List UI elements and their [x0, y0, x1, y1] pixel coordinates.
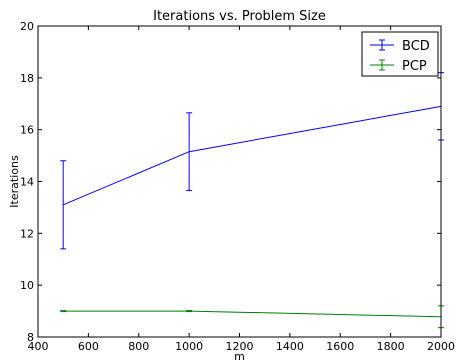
ticks: 400 600 800 1000 1200 1400 1600 1800 2000 8 10 12 14…: [20, 20, 455, 353]
y-tick-label: 12: [20, 227, 34, 240]
error-bar: [186, 112, 193, 192]
x-tick-label: 1800: [377, 340, 405, 353]
series-pcp: [60, 305, 444, 329]
y-axis-label: Iterations: [8, 155, 21, 208]
x-tick-label: 1400: [276, 340, 304, 353]
series-line-pcp: [63, 310, 442, 318]
y-tick-label: 14: [20, 176, 34, 189]
legend-box: [361, 31, 439, 77]
x-tick-label: 1000: [175, 340, 203, 353]
error-bar: [60, 310, 67, 313]
x-tick-label: 600: [78, 340, 99, 353]
plot-area: [60, 72, 444, 329]
x-axis-label: m: [234, 350, 245, 362]
y-tick-label: 8: [27, 331, 34, 344]
y-tick-label: 10: [20, 279, 34, 292]
y-tick-label: 20: [20, 20, 34, 33]
legend: BCD PCP: [361, 31, 439, 77]
chart-title: Iterations vs. Problem Size: [153, 9, 326, 24]
series-bcd: [60, 72, 444, 250]
y-tick-label: 16: [20, 124, 34, 137]
legend-item-pcp: PCP: [370, 59, 427, 74]
x-tick-label: 1200: [226, 340, 254, 353]
error-bar: [186, 310, 193, 313]
series-line-bcd: [62, 105, 442, 206]
legend-item-bcd: BCD: [370, 39, 430, 54]
error-bar: [60, 160, 67, 250]
x-tick-label: 2000: [427, 340, 455, 353]
x-tick-label: 400: [28, 340, 49, 353]
y-tick-label: 18: [20, 72, 34, 85]
x-tick-label: 800: [128, 340, 149, 353]
x-tick-label: 1600: [326, 340, 354, 353]
legend-label: PCP: [402, 59, 427, 74]
legend-label: BCD: [402, 39, 430, 54]
